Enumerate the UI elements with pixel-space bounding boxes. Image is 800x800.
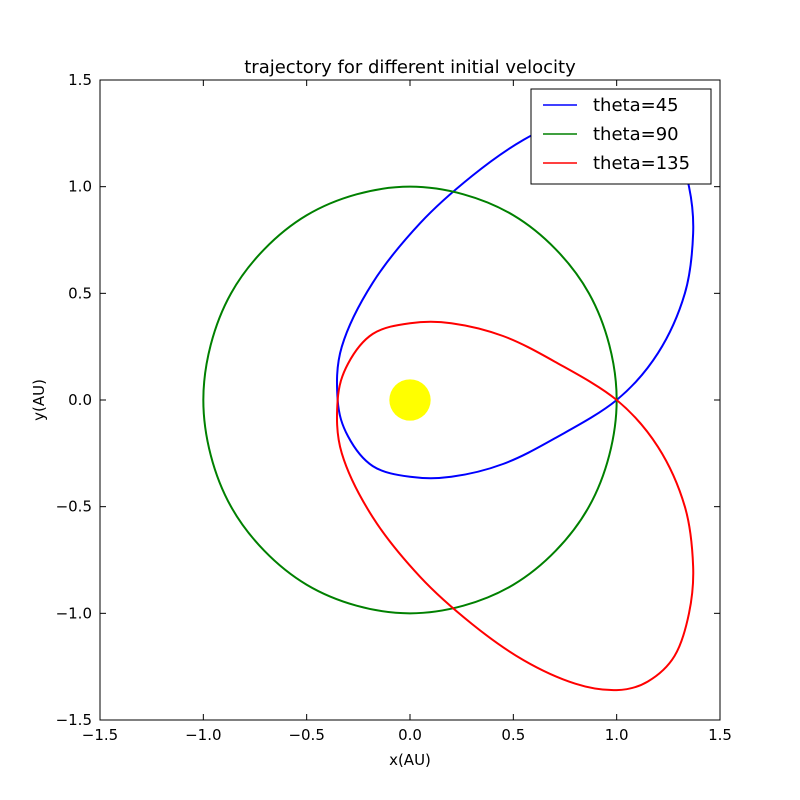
- y-axis-label: y(AU): [30, 379, 48, 421]
- legend: theta=45 theta=90 theta=135: [530, 88, 712, 185]
- y-tick-label: 0.0: [68, 391, 92, 409]
- y-tick-label: −1.5: [56, 711, 92, 729]
- x-axis-label: x(AU): [389, 751, 431, 769]
- legend-label: theta=90: [593, 124, 679, 145]
- x-tick-label: 0.0: [398, 726, 422, 744]
- series-line-1: [335, 108, 695, 480]
- x-tick-label: 0.5: [501, 726, 525, 744]
- legend-label: theta=45: [593, 95, 679, 116]
- y-tick-label: 1.5: [68, 71, 92, 89]
- y-tick-label: −0.5: [56, 498, 92, 516]
- y-tick-label: 1.0: [68, 178, 92, 196]
- chart-title: trajectory for different initial velocit…: [244, 57, 576, 78]
- x-tick-label: −0.5: [288, 726, 324, 744]
- sun-marker: [389, 379, 431, 421]
- y-tick-label: −1.0: [56, 604, 92, 622]
- x-tick-label: −1.5: [82, 726, 118, 744]
- y-axis-ticks: −1.5 −1.0 −0.5 0.0 0.5 1.0 1.5: [56, 71, 720, 729]
- plot-series: [202, 108, 695, 692]
- x-tick-label: 1.5: [708, 726, 732, 744]
- series-line-3: [335, 320, 695, 692]
- legend-label: theta=135: [593, 153, 690, 174]
- x-tick-label: 1.0: [605, 726, 629, 744]
- x-tick-label: −1.0: [185, 726, 221, 744]
- series-line-2: [202, 185, 618, 615]
- y-tick-label: 0.5: [68, 284, 92, 302]
- x-axis-ticks: −1.5 −1.0 −0.5 0.0 0.5 1.0 1.5: [82, 80, 732, 744]
